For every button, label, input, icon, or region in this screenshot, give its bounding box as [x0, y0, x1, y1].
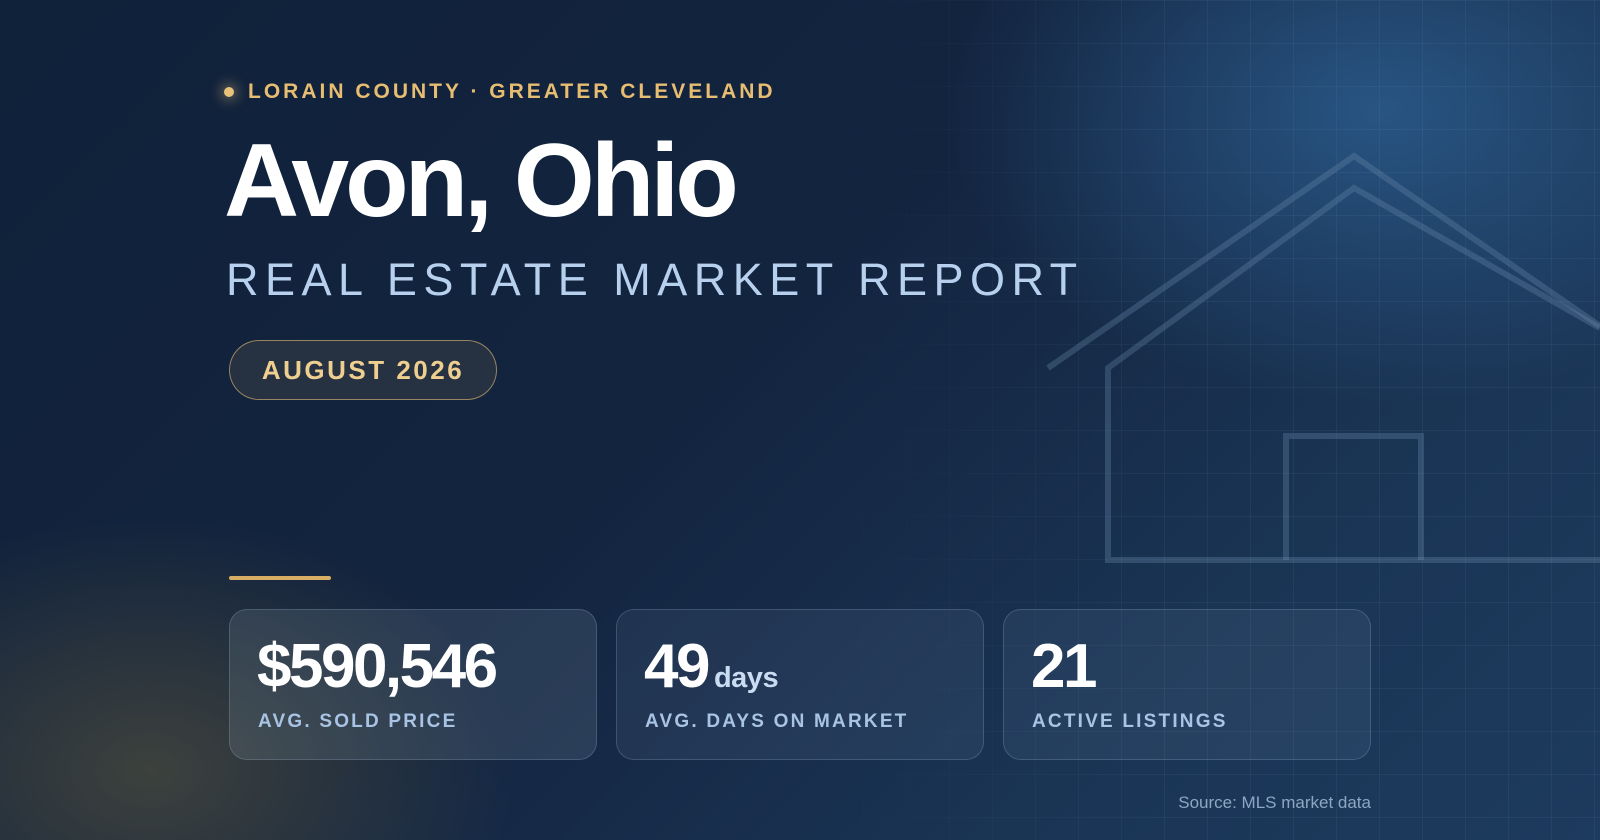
stat-label: AVG. DAYS ON MARKET — [645, 711, 909, 732]
location-label: LORAIN COUNTY · GREATER CLEVELAND — [248, 80, 776, 103]
location-dot-icon — [224, 87, 234, 97]
stat-label: ACTIVE LISTINGS — [1032, 711, 1228, 732]
house-outline-icon — [1046, 152, 1600, 563]
report-date-badge: AUGUST 2026 — [229, 340, 497, 400]
location-eyebrow: LORAIN COUNTY · GREATER CLEVELAND — [224, 80, 776, 104]
stat-value: $590,546 — [257, 632, 498, 701]
stat-card-avg-sold-price: $590,546 AVG. SOLD PRICE — [229, 609, 597, 760]
accent-divider — [229, 576, 331, 580]
stat-value: 49 days — [644, 632, 779, 701]
stat-card-active-listings: 21 ACTIVE LISTINGS — [1003, 609, 1371, 760]
stat-unit: days — [713, 662, 779, 694]
background-grid — [820, 0, 1600, 840]
stat-card-days-on-market: 49 days AVG. DAYS ON MARKET — [616, 609, 984, 760]
page-title: Avon, Ohio — [224, 123, 739, 239]
stat-label: AVG. SOLD PRICE — [258, 711, 458, 732]
stat-value: 21 — [1031, 632, 1097, 701]
report-subtitle: REAL ESTATE MARKET REPORT — [226, 254, 1084, 305]
source-note: Source: MLS market data — [1178, 793, 1371, 812]
report-date-label: AUGUST 2026 — [261, 354, 465, 385]
